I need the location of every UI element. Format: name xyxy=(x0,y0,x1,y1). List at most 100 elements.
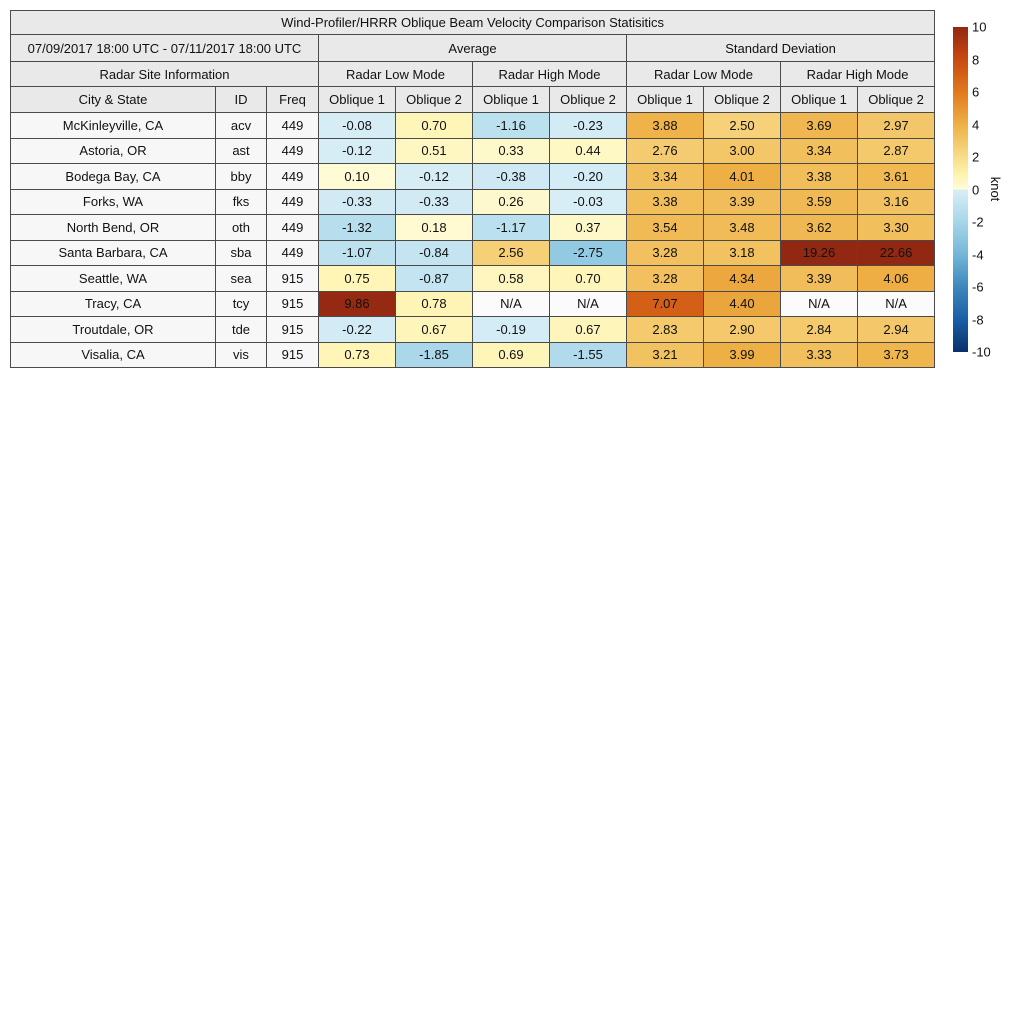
value-cell: -0.20 xyxy=(549,163,627,190)
value-cell: 3.99 xyxy=(703,341,781,368)
value-cell: -0.08 xyxy=(318,112,396,139)
value-cell: 2.83 xyxy=(626,316,704,343)
value-cell: 3.38 xyxy=(780,163,858,190)
value-cell: 3.33 xyxy=(780,341,858,368)
value-cell: 2.76 xyxy=(626,137,704,164)
table-row: Tracy, CA tcy 915 9.86 0.78 N/A N/A 7.07 4.40 N/A… xyxy=(10,290,936,317)
value-cell: 0.73 xyxy=(318,341,396,368)
value-cell: -0.38 xyxy=(472,163,550,190)
value-cell: 0.58 xyxy=(472,265,550,292)
value-cell: 0.33 xyxy=(472,137,550,164)
city-cell: McKinleyville, CA xyxy=(10,112,216,139)
value-cell: 0.75 xyxy=(318,265,396,292)
value-cell: 4.34 xyxy=(703,265,781,292)
value-cell: 3.39 xyxy=(703,188,781,215)
site-id-cell: ast xyxy=(215,137,267,164)
col-header-oblique2: Oblique 2 xyxy=(395,86,473,113)
table-row: Troutdale, OR tde 915 -0.22 0.67 -0.19 0.67 2.8… xyxy=(10,316,936,343)
title-row: Wind-Profiler/HRRR Oblique Beam Velocity… xyxy=(9,10,936,35)
colorbar xyxy=(953,27,968,352)
value-cell: 0.26 xyxy=(472,188,550,215)
col-header-oblique1: Oblique 1 xyxy=(626,86,704,113)
value-cell: 3.62 xyxy=(780,214,858,241)
colorbar-tick-label: -2 xyxy=(972,214,984,230)
col-header-oblique1: Oblique 1 xyxy=(472,86,550,113)
freq-cell: 449 xyxy=(266,214,319,241)
site-id-cell: sea xyxy=(215,265,267,292)
value-cell: 0.51 xyxy=(395,137,473,164)
section-header-radar-site-info: Radar Site Information xyxy=(10,61,319,87)
site-id-cell: vis xyxy=(215,341,267,368)
value-cell: 3.28 xyxy=(626,265,704,292)
city-cell: Astoria, OR xyxy=(10,137,216,164)
freq-cell: 449 xyxy=(266,188,319,215)
col-header-oblique1: Oblique 1 xyxy=(318,86,396,113)
value-cell: 9.86 xyxy=(318,290,396,317)
table-row: Visalia, CA vis 915 0.73 -1.85 0.69 -1.55 3.21 3… xyxy=(10,341,936,368)
value-cell: 2.97 xyxy=(856,112,936,139)
table-row: Astoria, OR ast 449 -0.12 0.51 0.33 0.44 2.76 3.… xyxy=(10,137,936,164)
colorbar-tick-label: 4 xyxy=(972,117,980,132)
value-cell: 3.34 xyxy=(626,163,704,190)
value-cell: 3.16 xyxy=(856,188,936,215)
colorbar-tick-label: 6 xyxy=(972,84,980,100)
value-cell: -1.85 xyxy=(395,341,473,368)
value-cell: -0.23 xyxy=(549,112,627,139)
value-cell: -0.33 xyxy=(318,188,396,215)
table-row: Santa Barbara, CA sba 449 -1.07 -0.84 2.56 -2.… xyxy=(10,239,936,266)
value-cell: 3.34 xyxy=(780,137,858,164)
colorbar-tick-label: 8 xyxy=(972,52,980,67)
value-cell: 3.48 xyxy=(703,214,781,241)
mode-header-std-low: Radar Low Mode xyxy=(626,61,781,87)
value-cell: 3.39 xyxy=(780,265,858,292)
freq-cell: 915 xyxy=(266,265,319,292)
value-cell: 7.07 xyxy=(626,290,704,317)
value-cell: 4.01 xyxy=(703,163,781,190)
value-cell: 2.94 xyxy=(856,316,936,343)
site-id-cell: tde xyxy=(215,316,267,343)
colorbar-tick-label: 10 xyxy=(972,19,987,35)
value-cell: 0.70 xyxy=(549,265,627,292)
value-cell: 3.00 xyxy=(703,137,781,164)
value-cell: -0.12 xyxy=(318,137,396,164)
colorbar-tick-label: 2 xyxy=(972,149,980,165)
table-title: Wind-Profiler/HRRR Oblique Beam Velocity… xyxy=(9,10,936,35)
value-cell: 4.06 xyxy=(856,265,936,292)
value-cell: 0.69 xyxy=(472,341,550,368)
colorbar-tick-label: 0 xyxy=(972,182,980,197)
value-cell: 3.18 xyxy=(703,239,781,266)
value-cell: -0.22 xyxy=(318,316,396,343)
group-header-average: Average xyxy=(318,34,627,62)
site-id-cell: fks xyxy=(215,188,267,215)
value-cell: 0.78 xyxy=(395,290,473,317)
value-cell-na: N/A xyxy=(856,290,936,317)
value-cell: -0.12 xyxy=(395,163,473,190)
value-cell: 3.59 xyxy=(780,188,858,215)
value-cell: 0.37 xyxy=(549,214,627,241)
value-cell: 3.38 xyxy=(626,188,704,215)
value-cell: 3.61 xyxy=(856,163,936,190)
value-cell-na: N/A xyxy=(780,290,858,317)
table-row: Seattle, WA sea 915 0.75 -0.87 0.58 0.70 3.28 4.… xyxy=(10,265,936,292)
value-cell: 0.67 xyxy=(549,316,627,343)
freq-cell: 449 xyxy=(266,112,319,139)
mode-header-std-high: Radar High Mode xyxy=(779,61,936,87)
col-header-oblique2: Oblique 2 xyxy=(549,86,627,113)
value-cell: 0.10 xyxy=(318,163,396,190)
col-header-city-state: City & State xyxy=(10,86,216,113)
freq-cell: 915 xyxy=(266,290,319,317)
table-row: Forks, WA fks 449 -0.33 -0.33 0.26 -0.03 3.38 3.… xyxy=(10,188,936,215)
site-id-cell: bby xyxy=(215,163,267,190)
group-header-std-deviation: Standard Deviation xyxy=(625,34,936,62)
col-header-oblique1: Oblique 1 xyxy=(780,86,858,113)
freq-cell: 449 xyxy=(266,163,319,190)
stats-table: Wind-Profiler/HRRR Oblique Beam Velocity… xyxy=(9,10,936,368)
value-cell: 0.44 xyxy=(549,137,627,164)
value-cell: -1.17 xyxy=(472,214,550,241)
value-cell: -0.84 xyxy=(395,239,473,266)
value-cell: 2.87 xyxy=(856,137,936,164)
value-cell: 2.56 xyxy=(472,239,550,266)
value-cell: -0.03 xyxy=(549,188,627,215)
freq-cell: 915 xyxy=(266,316,319,343)
